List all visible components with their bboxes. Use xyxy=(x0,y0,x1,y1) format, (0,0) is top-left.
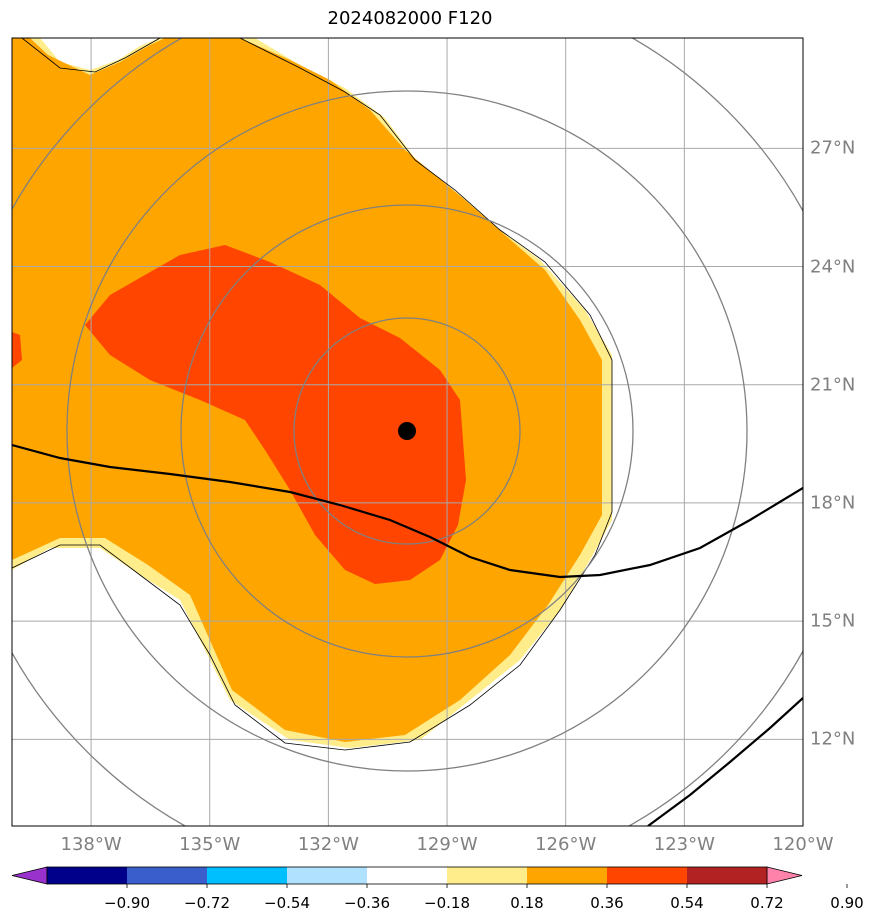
forecast-track-line xyxy=(12,443,803,579)
longitude-tick-label: 123°W xyxy=(653,834,715,855)
colorbar-segment xyxy=(607,867,688,884)
colorbar-tick-label: −0.72 xyxy=(184,894,230,912)
colorbar-tick-label: −0.90 xyxy=(104,894,150,912)
colorbar-tick-label: −0.36 xyxy=(344,894,390,912)
latitude-tick-label: 18°N xyxy=(810,492,856,514)
colorbar xyxy=(11,866,848,888)
lat-lon-grid xyxy=(12,38,803,826)
colorbar-extend-low xyxy=(11,866,48,885)
colorbar-segment xyxy=(687,867,768,884)
map-title: 2024082000 F120 xyxy=(327,8,493,29)
colorbar-tick-label: 0.54 xyxy=(670,894,704,912)
colorbar-tick-label: 0.36 xyxy=(590,894,624,912)
colorbar-tick-label: −0.18 xyxy=(424,894,470,912)
latitude-tick-label: 21°N xyxy=(810,374,856,396)
second-track-line xyxy=(647,697,803,826)
colorbar-segment xyxy=(367,867,448,884)
latitude-tick-label: 24°N xyxy=(810,256,856,278)
latitude-tick-label: 15°N xyxy=(810,610,856,632)
longitude-tick-label: 120°W xyxy=(772,834,834,855)
latitude-tick-label: 27°N xyxy=(810,137,856,159)
colorbar-tick-label: 0.18 xyxy=(510,894,544,912)
longitude-tick-label: 126°W xyxy=(535,834,597,855)
longitude-tick-label: 135°W xyxy=(179,834,241,855)
field-band-054-072-edge xyxy=(12,332,22,368)
colorbar-segment xyxy=(447,867,528,884)
colorbar-tick-label: −0.54 xyxy=(264,894,310,912)
colorbar-tick-label: 0.90 xyxy=(830,894,864,912)
colorbar-extend-high xyxy=(766,866,803,885)
colorbar-outline xyxy=(46,866,768,885)
storm-center-marker xyxy=(398,422,416,440)
map-frame xyxy=(11,37,804,827)
longitude-tick-label: 129°W xyxy=(416,834,478,855)
latitude-tick-label: 12°N xyxy=(810,728,856,750)
colorbar-tick-label: 0.72 xyxy=(750,894,784,912)
longitude-tick-label: 138°W xyxy=(60,834,122,855)
colorbar-segment xyxy=(287,867,368,884)
range-rings xyxy=(12,38,803,826)
field-outline xyxy=(12,38,613,751)
colorbar-segment xyxy=(47,867,128,884)
colorbar-segment xyxy=(527,867,608,884)
colorbar-segment xyxy=(207,867,288,884)
longitude-tick-label: 132°W xyxy=(297,834,359,855)
colorbar-segment xyxy=(127,867,208,884)
field-band-054-072 xyxy=(85,245,466,584)
